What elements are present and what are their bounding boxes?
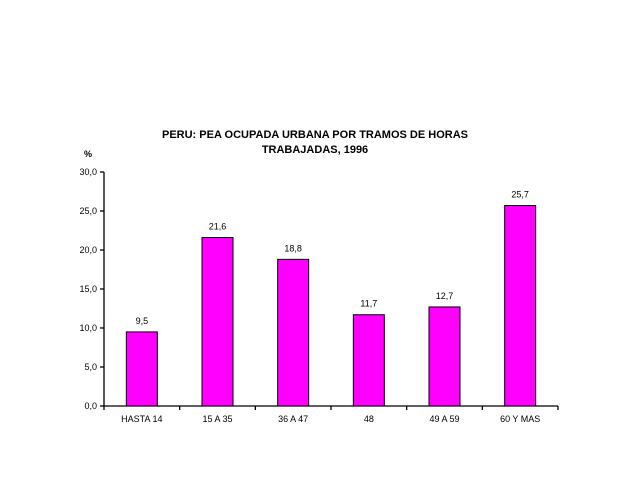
axes: 0,0 5,0 10,0 15,0 20,0 25,0 30,0 (79, 167, 559, 411)
y-tick-label: 25,0 (79, 206, 97, 216)
x-category-label: 48 (364, 414, 374, 424)
bar-value-label: 18,8 (284, 243, 302, 253)
y-axis-unit-label: % (84, 149, 92, 159)
bars-group (125, 205, 537, 407)
x-category-label: 60 Y MAS (500, 414, 540, 424)
bar (277, 258, 310, 407)
y-tick-label: 5,0 (84, 362, 97, 372)
bar-value-label: 11,7 (360, 299, 377, 309)
bar (352, 314, 385, 407)
bar (201, 237, 234, 407)
bar-value-label: 21,6 (209, 222, 227, 232)
bar-value-label: 9,5 (136, 316, 149, 326)
x-category-label: HASTA 14 (121, 414, 162, 424)
chart-title-line-2: TRABAJADAS, 1996 (262, 144, 368, 156)
bar (504, 205, 537, 407)
chart-title-line-1: PERU: PEA OCUPADA URBANA POR TRAMOS DE H… (162, 129, 468, 141)
y-tick-label: 20,0 (79, 245, 97, 255)
x-category-label: 49 A 59 (429, 414, 459, 424)
y-tick-label: 0,0 (84, 401, 97, 411)
x-category-label: 15 A 35 (202, 414, 232, 424)
bar-value-label: 25,7 (511, 190, 529, 200)
bar (125, 331, 158, 407)
x-category-label: 36 A 47 (278, 414, 308, 424)
y-tick-label: 15,0 (79, 284, 97, 294)
labels-group: 9,5 HASTA 14 21,6 15 A 35 18,8 36 A 47 11,7 48 1… (121, 190, 540, 424)
y-tick-label: 10,0 (79, 323, 97, 333)
bar-value-label: 12,7 (436, 291, 454, 301)
y-tick-label: 30,0 (79, 167, 97, 177)
bar (428, 306, 461, 407)
